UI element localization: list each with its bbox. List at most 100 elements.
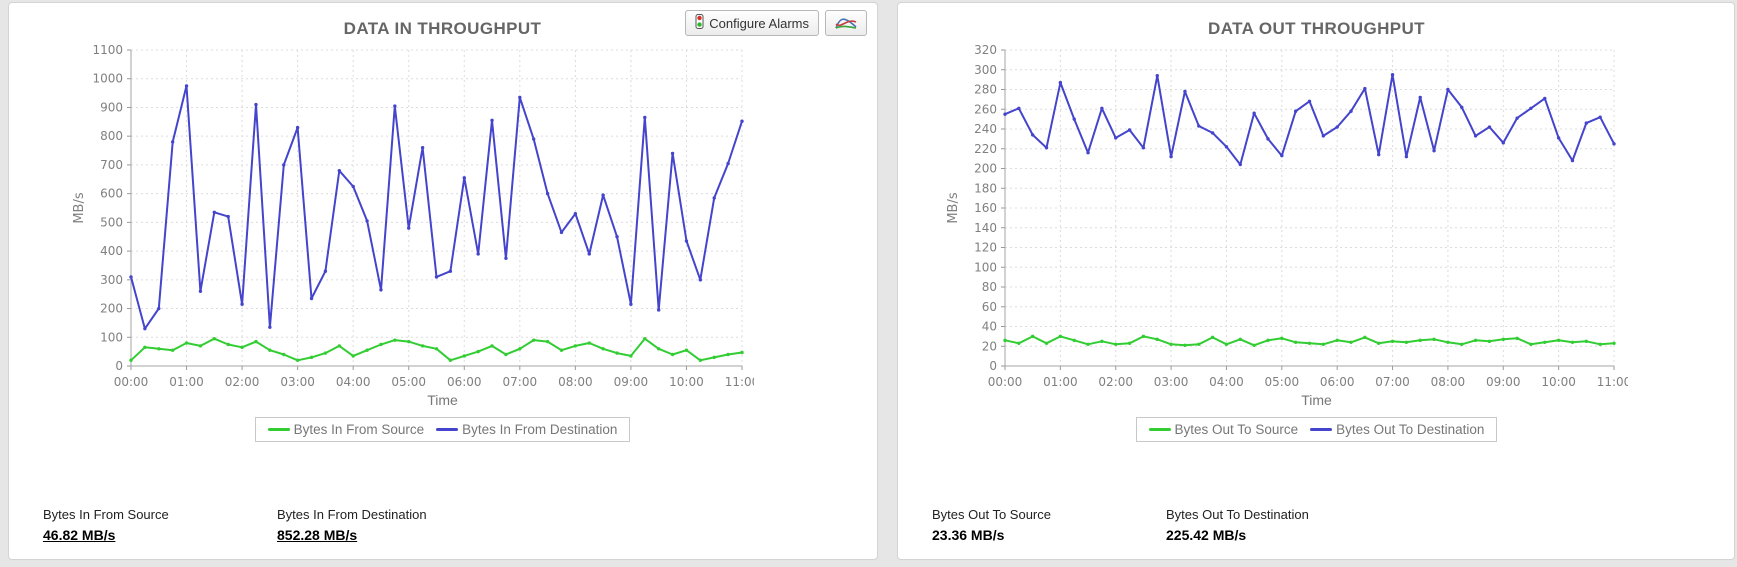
svg-text:07:00: 07:00 (503, 375, 538, 389)
chart-title-data-in: DATA IN THROUGHPUT (343, 19, 542, 38)
panel-data-in: Configure Alarms DATA IN THROUGHPUT 0 100… (8, 2, 878, 560)
svg-text:MB/s: MB/s (72, 192, 87, 224)
stat-bytes-out-source: Bytes Out To Source 23.36 MB/s (932, 507, 1166, 543)
svg-text:09:00: 09:00 (1486, 375, 1521, 389)
svg-text:00:00: 00:00 (114, 375, 149, 389)
x-axis-label: Time (1301, 392, 1332, 408)
svg-text:600: 600 (100, 187, 123, 201)
chart-title-data-out: DATA OUT THROUGHPUT (1208, 19, 1425, 38)
data-out-line-chart: 0 20 40 60 80 100 120 140 160 180 200 220 240 260 280 3… (946, 43, 1628, 389)
legend-wrap: Bytes In From Source Bytes In From Desti… (9, 417, 754, 442)
svg-text:160: 160 (974, 201, 997, 215)
svg-text:02:00: 02:00 (1098, 375, 1133, 389)
svg-text:200: 200 (974, 162, 997, 176)
stat-value: 23.36 MB/s (932, 527, 1005, 543)
legend-color-sample-blue (1310, 428, 1333, 431)
svg-text:01:00: 01:00 (169, 375, 204, 389)
svg-text:1100: 1100 (92, 43, 123, 57)
svg-text:100: 100 (974, 260, 997, 274)
svg-text:06:00: 06:00 (447, 375, 482, 389)
panel-data-out: DATA OUT THROUGHPUT 0 20 40 60 80 100 120 140 16… (897, 2, 1735, 560)
configure-alarms-label: Configure Alarms (709, 15, 809, 31)
svg-text:04:00: 04:00 (1209, 375, 1244, 389)
legend-color-sample-green (267, 428, 290, 431)
legend-color-sample-green (1148, 428, 1171, 431)
svg-text:11:00: 11:00 (1597, 375, 1628, 389)
x-axis-label: Time (427, 392, 458, 408)
svg-text:400: 400 (100, 244, 123, 258)
svg-text:05:00: 05:00 (1265, 375, 1300, 389)
legend-wrap: Bytes Out To Source Bytes Out To Destina… (898, 417, 1628, 442)
stats-data-in: Bytes In From Source 46.82 MB/s Bytes In… (43, 507, 511, 543)
svg-text:260: 260 (974, 102, 997, 116)
svg-text:MB/s: MB/s (946, 192, 961, 224)
svg-text:10:00: 10:00 (669, 375, 704, 389)
svg-text:02:00: 02:00 (225, 375, 260, 389)
svg-text:220: 220 (974, 142, 997, 156)
svg-text:01:00: 01:00 (1043, 375, 1078, 389)
chart-toolbar: Configure Alarms (685, 10, 867, 36)
svg-text:40: 40 (982, 320, 997, 334)
svg-text:60: 60 (982, 300, 997, 314)
svg-text:280: 280 (974, 83, 997, 97)
svg-text:11:00: 11:00 (725, 375, 754, 389)
svg-text:200: 200 (100, 302, 123, 316)
legend-label: Bytes Out To Destination (1336, 422, 1485, 437)
stat-value: 225.42 MB/s (1166, 527, 1247, 543)
legend-item-source: Bytes In From Source (267, 422, 425, 437)
svg-text:08:00: 08:00 (1431, 375, 1466, 389)
svg-text:100: 100 (100, 330, 123, 344)
svg-text:20: 20 (982, 339, 997, 353)
stat-value-link[interactable]: 852.28 MB/s (277, 527, 358, 543)
svg-text:0: 0 (115, 359, 123, 373)
svg-text:04:00: 04:00 (336, 375, 371, 389)
svg-text:300: 300 (974, 63, 997, 77)
svg-text:07:00: 07:00 (1375, 375, 1410, 389)
stat-bytes-out-destination: Bytes Out To Destination 225.42 MB/s (1166, 507, 1400, 543)
stat-bytes-in-destination: Bytes In From Destination 852.28 MB/s (277, 507, 511, 543)
svg-text:05:00: 05:00 (391, 375, 426, 389)
legend-color-sample-blue (436, 428, 459, 431)
chart-legend: Bytes In From Source Bytes In From Desti… (254, 417, 631, 442)
svg-text:1000: 1000 (92, 72, 123, 86)
legend-label: Bytes Out To Source (1174, 422, 1299, 437)
stats-data-out: Bytes Out To Source 23.36 MB/s Bytes Out… (932, 507, 1400, 543)
stat-label: Bytes Out To Source (932, 507, 1051, 522)
svg-text:300: 300 (100, 273, 123, 287)
svg-text:320: 320 (974, 43, 997, 57)
legend-label: Bytes In From Source (293, 422, 425, 437)
svg-text:700: 700 (100, 158, 123, 172)
svg-text:0: 0 (989, 359, 997, 373)
line-chart-icon (835, 15, 857, 32)
traffic-light-icon (695, 14, 704, 32)
legend-label: Bytes In From Destination (462, 422, 618, 437)
svg-text:180: 180 (974, 181, 997, 195)
svg-text:10:00: 10:00 (1541, 375, 1576, 389)
svg-text:03:00: 03:00 (280, 375, 315, 389)
data-in-line-chart: 0 100 200 300 400 500 600 700 800 900 1000 1100 00:0… (72, 43, 754, 389)
svg-text:500: 500 (100, 215, 123, 229)
svg-text:240: 240 (974, 122, 997, 136)
svg-text:03:00: 03:00 (1154, 375, 1189, 389)
svg-text:120: 120 (974, 241, 997, 255)
svg-text:08:00: 08:00 (558, 375, 593, 389)
legend-item-source: Bytes Out To Source (1148, 422, 1299, 437)
configure-alarms-button[interactable]: Configure Alarms (685, 10, 819, 36)
svg-text:900: 900 (100, 100, 123, 114)
svg-text:800: 800 (100, 129, 123, 143)
svg-text:06:00: 06:00 (1320, 375, 1355, 389)
svg-text:09:00: 09:00 (614, 375, 649, 389)
svg-text:00:00: 00:00 (988, 375, 1023, 389)
legend-item-destination: Bytes In From Destination (436, 422, 617, 437)
stat-label: Bytes Out To Destination (1166, 507, 1309, 522)
chart-legend: Bytes Out To Source Bytes Out To Destina… (1135, 417, 1498, 442)
stat-value-link[interactable]: 46.82 MB/s (43, 527, 116, 543)
stat-label: Bytes In From Source (43, 507, 169, 522)
svg-text:80: 80 (982, 280, 997, 294)
line-chart-view-button[interactable] (825, 10, 867, 36)
stat-bytes-in-source: Bytes In From Source 46.82 MB/s (43, 507, 277, 543)
svg-text:140: 140 (974, 221, 997, 235)
legend-item-destination: Bytes Out To Destination (1310, 422, 1484, 437)
stat-label: Bytes In From Destination (277, 507, 427, 522)
